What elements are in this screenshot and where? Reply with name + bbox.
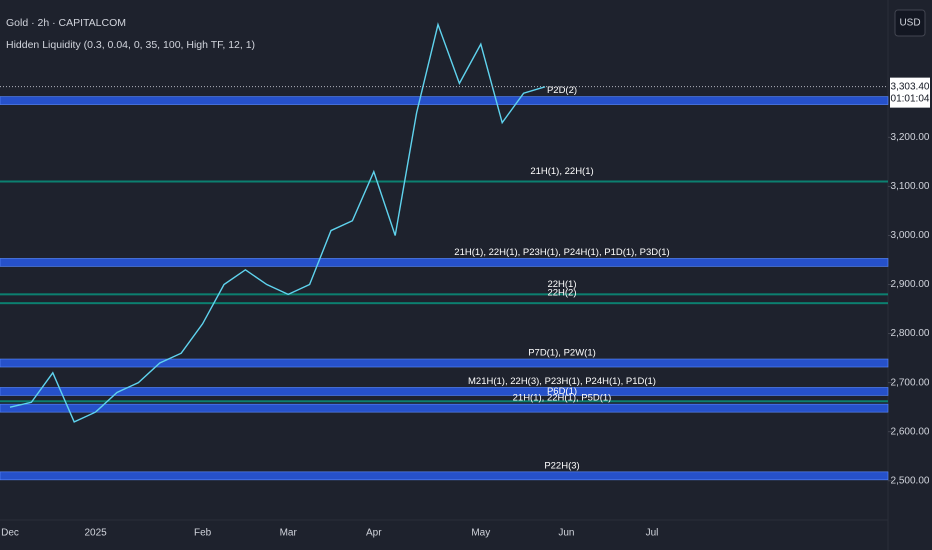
x-tick-label: Apr [366, 528, 382, 539]
liquidity-zone [0, 403, 889, 413]
y-tick-label: 2,500.00 [891, 475, 930, 486]
liquidity-zone [0, 400, 888, 403]
zone-label: 21H(1), 22H(1), P5D(1) [513, 393, 612, 404]
x-tick-label: Jul [646, 528, 659, 539]
x-tick-label: 2025 [84, 528, 107, 539]
zone-label: 22H(2) [547, 288, 576, 299]
zone-label: 22H(1) [547, 279, 576, 290]
zone-label: P7D(1), P2W(1) [528, 348, 596, 359]
liquidity-zone [0, 302, 888, 305]
y-tick-label: 3,000.00 [891, 230, 930, 241]
y-tick-label: 2,600.00 [891, 426, 930, 437]
y-tick-label: 3,100.00 [891, 181, 930, 192]
x-tick-label: Dec [1, 528, 19, 539]
liquidity-zone [0, 258, 889, 267]
currency-box[interactable] [894, 9, 926, 37]
last-price-label: 3,303.40 [891, 81, 930, 92]
zone-label: P22H(3) [544, 460, 579, 471]
zone-label: 21H(1), 22H(1), P23H(1), P24H(1), P1D(1)… [454, 247, 669, 258]
liquidity-zone [0, 180, 888, 183]
liquidity-zone [0, 387, 889, 396]
liquidity-zone [0, 96, 889, 105]
price-box [890, 77, 930, 108]
liquidity-zone [0, 358, 889, 368]
y-tick-label: 2,700.00 [891, 377, 930, 388]
zone-label: P6D(1) [547, 386, 577, 397]
zone-label: P2D(2) [547, 85, 577, 96]
liquidity-zone [0, 293, 888, 296]
y-tick-label: 3,200.00 [891, 132, 930, 143]
y-tick-label: 2,800.00 [891, 328, 930, 339]
x-tick-label: Jun [558, 528, 574, 539]
currency-label[interactable]: USD [899, 18, 920, 29]
countdown-label: 01:01:04 [891, 93, 930, 104]
indicator-label: Hidden Liquidity (0.3, 0.04, 0, 35, 100,… [6, 39, 255, 51]
liquidity-zone [0, 471, 889, 481]
x-tick-label: May [471, 528, 490, 539]
zone-label: M21H(1), 22H(3), P23H(1), P24H(1), P1D(1… [468, 376, 656, 387]
chart-title: Gold · 2h · CAPITALCOM [6, 17, 126, 29]
zone-label: 21H(1), 22H(1) [530, 166, 593, 177]
x-tick-label: Feb [194, 528, 212, 539]
price-line [9, 22, 546, 423]
y-tick-label: 2,900.00 [891, 279, 930, 290]
x-tick-label: Mar [280, 528, 298, 539]
